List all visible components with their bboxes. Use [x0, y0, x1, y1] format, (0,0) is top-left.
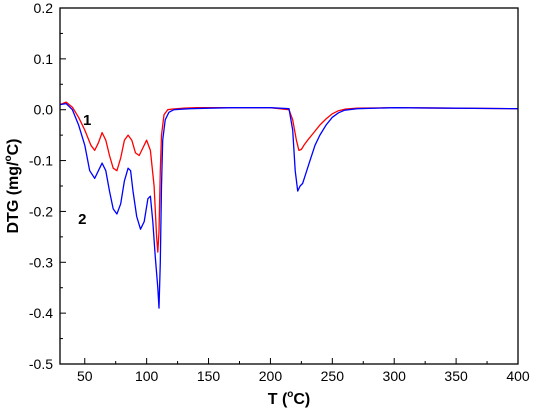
x-axis-title-main: T (: [268, 391, 288, 408]
x-tick-label: 50: [77, 368, 93, 384]
y-axis-title-sup: o: [3, 155, 14, 161]
y-axis-title: DTG (mg/oC): [3, 139, 22, 234]
series-line-2: [59, 102, 519, 309]
series-layer: [59, 101, 519, 309]
plot-frame: [59, 7, 519, 365]
x-tick-label: 250: [321, 368, 345, 384]
y-tick-label: -0.3: [29, 254, 53, 270]
y-tick-label: 0.0: [34, 102, 54, 118]
x-tick-label: 200: [259, 368, 283, 384]
y-axis-title-tail: C): [5, 139, 22, 156]
y-tick-label: 0.1: [34, 51, 54, 67]
y-tick-label: 0.2: [34, 0, 54, 16]
series-line-1: [59, 101, 519, 253]
y-axis-title-main: DTG (mg/: [5, 161, 22, 234]
x-tick-label: 100: [135, 368, 159, 384]
x-axis-title-sup: o: [287, 389, 293, 400]
x-tick-label: 300: [383, 368, 407, 384]
y-tick-label: -0.5: [29, 356, 53, 372]
x-axis-title: T (oC): [268, 389, 311, 408]
y-tick-label: -0.1: [29, 153, 53, 169]
labels-layer: 50 100 150 200 250 300 350 400 0.2 0.1 0.0 -0.1 -0.2…: [29, 0, 530, 384]
x-axis-title-tail: C): [293, 391, 310, 408]
x-tick-label: 350: [444, 368, 468, 384]
ticks-layer: [60, 7, 519, 365]
x-tick-label: 400: [506, 368, 530, 384]
x-tick-label: 150: [197, 368, 221, 384]
curve-annotation-1: 1: [83, 112, 91, 129]
curve-annotation-2: 2: [78, 211, 86, 228]
y-tick-label: -0.4: [29, 305, 53, 321]
y-tick-label: -0.2: [29, 203, 53, 219]
